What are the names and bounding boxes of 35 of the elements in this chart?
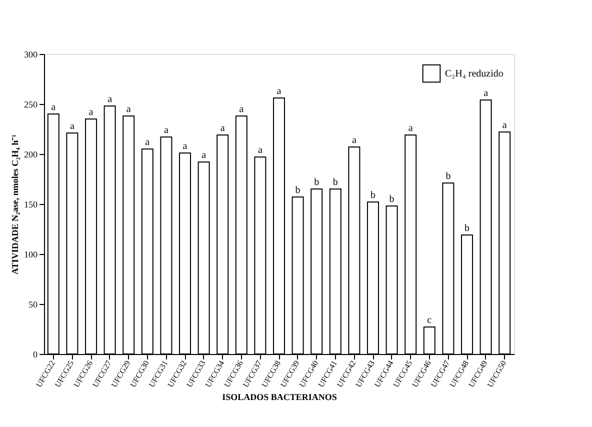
- annotation: a: [70, 121, 75, 132]
- annotation: b: [295, 185, 300, 196]
- annotation: a: [276, 86, 282, 97]
- y-tick-label: 200: [24, 150, 38, 160]
- annotation: a: [108, 94, 113, 105]
- y-axis-title: ATIVIDADE N₂ase, nmoles C₂H₄ h⁻¹: [10, 134, 20, 274]
- annotation: a: [88, 107, 94, 118]
- annotation: a: [258, 145, 263, 156]
- annotation: a: [145, 137, 150, 148]
- annotation: b: [314, 177, 320, 188]
- annotation: a: [202, 150, 207, 161]
- annotation: b: [446, 171, 451, 182]
- annotation: a: [126, 104, 132, 115]
- y-tick-label: 250: [24, 100, 38, 110]
- annotation: a: [220, 123, 226, 134]
- x-axis-title: ISOLADOS BACTERIANOS: [222, 392, 337, 402]
- annotation: a: [182, 141, 188, 152]
- annotation: a: [484, 88, 489, 99]
- annotation: a: [239, 104, 244, 115]
- annotation: c: [427, 315, 432, 326]
- annotation: a: [352, 135, 357, 146]
- y-tick-label: 50: [28, 300, 38, 310]
- annotation: b: [464, 223, 470, 234]
- y-tick-label: 0: [33, 350, 38, 360]
- y-tick-label: 150: [24, 200, 38, 210]
- annotation: a: [51, 102, 56, 113]
- annotation: a: [502, 120, 508, 131]
- annotation: b: [332, 177, 338, 188]
- annotation: a: [408, 123, 414, 134]
- y-tick-label: 100: [24, 250, 38, 260]
- annotation: a: [164, 125, 169, 136]
- annotation: b: [370, 190, 376, 201]
- y-tick-label: 300: [24, 50, 38, 60]
- legend-label: C₂H₄ reduzido: [445, 68, 504, 80]
- annotation: b: [389, 194, 394, 205]
